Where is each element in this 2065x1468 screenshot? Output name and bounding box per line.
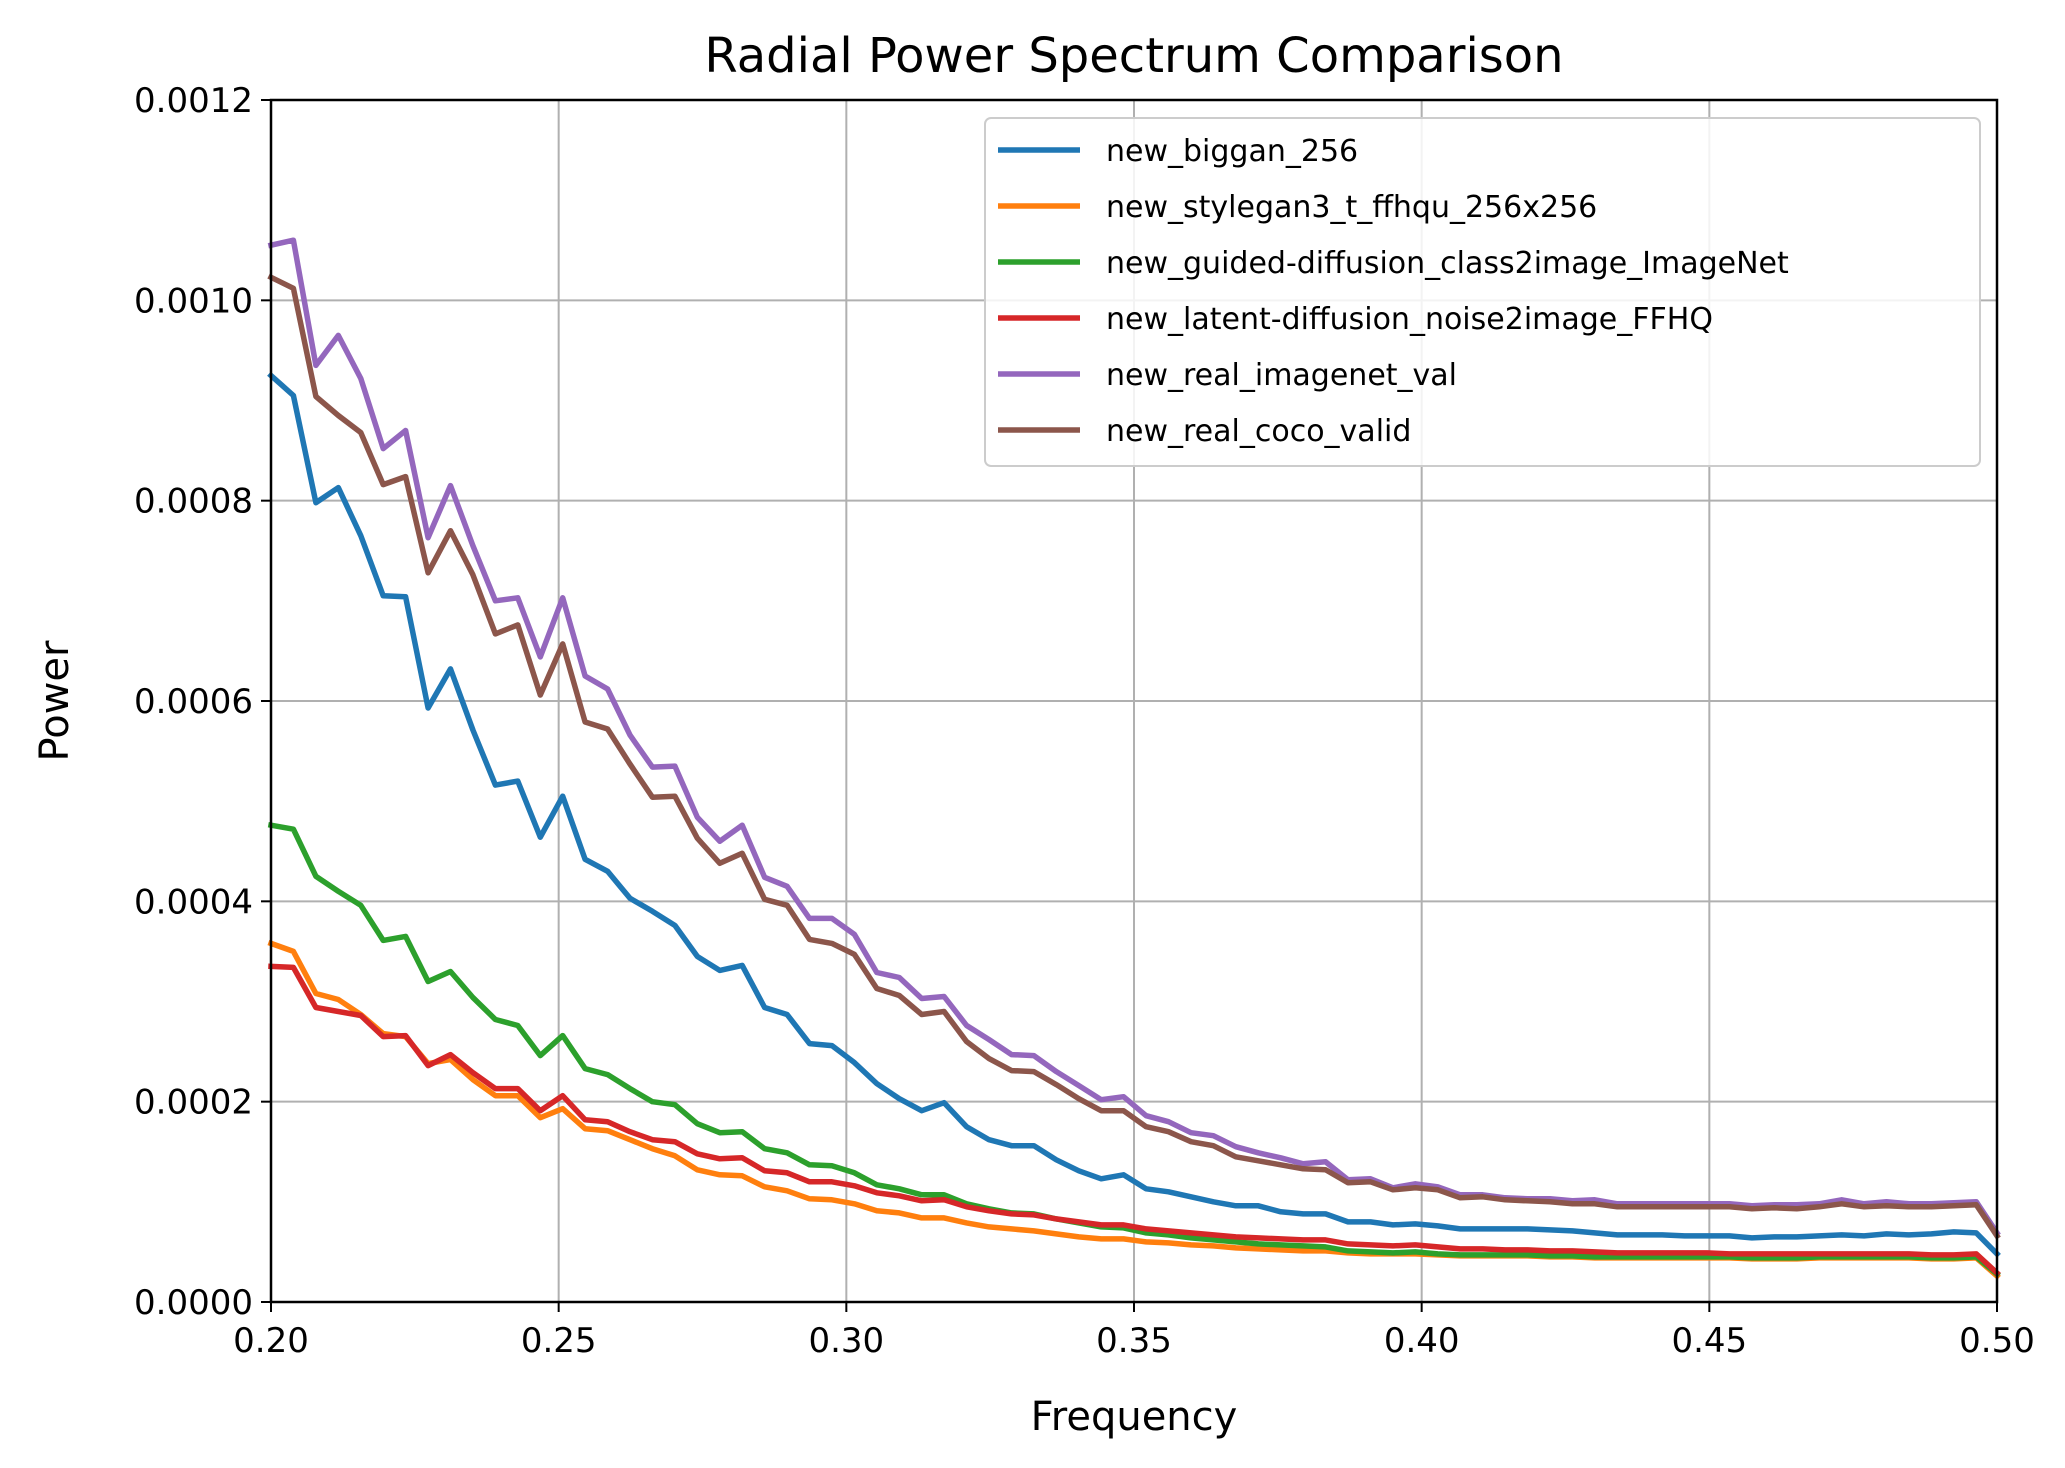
legend: new_biggan_256 new_stylegan3_t_ffhqu_256x… (984, 117, 1981, 467)
y-tick-label: 0.0010 (134, 281, 253, 321)
axis-ticks: 0.20 0.25 0.30 0.35 0.40 0.45 0.50 0.0000 0.0002… (134, 81, 2035, 1361)
legend-label: new_real_imagenet_val (1106, 358, 1457, 393)
legend-label: new_stylegan3_t_ffhqu_256x256 (1106, 190, 1597, 225)
y-tick-label: 0.0008 (134, 482, 253, 522)
y-tick-label: 0.0006 (134, 682, 253, 722)
legend-label: new_latent-diffusion_noise2image_FFHQ (1106, 302, 1713, 337)
legend-label: new_guided-diffusion_class2image_ImageNe… (1106, 246, 1789, 281)
chart-title: Radial Power Spectrum Comparison (704, 28, 1563, 84)
series-lines (267, 237, 2001, 1280)
series-line-4 (268, 963, 2001, 1277)
x-axis-title: Frequency (1031, 1394, 1238, 1440)
series-line-3 (267, 822, 2001, 1278)
y-tick-label: 0.0012 (134, 81, 253, 121)
x-tick-label: 0.20 (233, 1321, 309, 1361)
x-tick-label: 0.50 (1959, 1321, 2035, 1361)
y-tick-label: 0.0000 (134, 1283, 253, 1323)
x-tick-label: 0.25 (521, 1321, 597, 1361)
x-tick-label: 0.40 (1384, 1321, 1460, 1361)
series-line-5 (267, 237, 2001, 1237)
y-tick-label: 0.0004 (134, 882, 253, 922)
x-tick-label: 0.45 (1671, 1321, 1747, 1361)
y-axis-title: Power (32, 640, 78, 761)
legend-label: new_biggan_256 (1106, 134, 1358, 169)
legend-label: new_real_coco_valid (1106, 414, 1411, 449)
legend-box (984, 117, 1981, 467)
series-line-1 (267, 371, 2001, 1258)
series-line-6 (267, 273, 2001, 1240)
x-tick-label: 0.35 (1096, 1321, 1172, 1361)
x-tick-label: 0.30 (808, 1321, 884, 1361)
y-tick-label: 0.0002 (134, 1083, 253, 1123)
